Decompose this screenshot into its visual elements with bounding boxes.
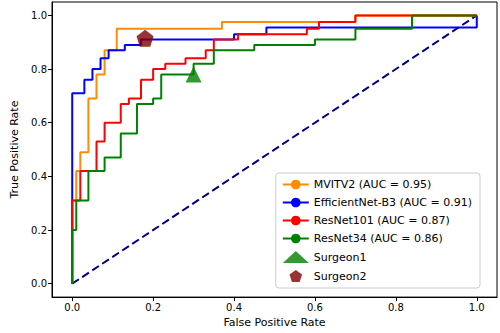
svg-text:0.0: 0.0 (64, 302, 80, 313)
svg-text:0.2: 0.2 (31, 225, 47, 236)
svg-text:0.6: 0.6 (307, 302, 323, 313)
svg-text:0.0: 0.0 (31, 278, 47, 289)
svg-text:True Positive Rate: True Positive Rate (8, 100, 21, 199)
svg-text:1.0: 1.0 (469, 302, 485, 313)
svg-text:1.0: 1.0 (31, 10, 47, 21)
svg-text:False Positive Rate: False Positive Rate (223, 316, 325, 329)
svg-text:Surgeon1: Surgeon1 (314, 251, 367, 264)
svg-text:0.4: 0.4 (31, 171, 47, 182)
svg-text:0.2: 0.2 (145, 302, 161, 313)
svg-text:MVITV2 (AUC = 0.95): MVITV2 (AUC = 0.95) (314, 178, 432, 191)
svg-text:0.8: 0.8 (388, 302, 404, 313)
svg-text:ResNet34 (AUC = 0.86): ResNet34 (AUC = 0.86) (314, 232, 443, 245)
svg-text:0.8: 0.8 (31, 64, 47, 75)
svg-text:Surgeon2: Surgeon2 (314, 270, 367, 283)
svg-text:EfficientNet-B3 (AUC = 0.91): EfficientNet-B3 (AUC = 0.91) (314, 196, 472, 209)
svg-text:0.6: 0.6 (31, 117, 47, 128)
svg-text:ResNet101 (AUC = 0.87): ResNet101 (AUC = 0.87) (314, 214, 450, 227)
svg-text:0.4: 0.4 (226, 302, 242, 313)
